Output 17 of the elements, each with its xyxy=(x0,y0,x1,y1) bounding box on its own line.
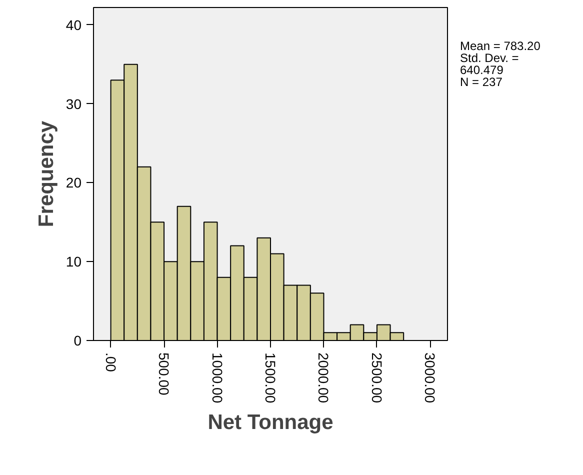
x-tick-label: 500.00 xyxy=(156,352,172,396)
x-tick-label: 2500.00 xyxy=(368,352,385,404)
y-tick-label: 40 xyxy=(66,16,82,33)
y-tick-label: 10 xyxy=(66,254,82,270)
text: Mean = 783.20 xyxy=(460,39,540,53)
x-axis-title: Net Tonnage xyxy=(208,411,334,434)
x-tick-label: 2000.00 xyxy=(316,352,332,404)
x-tick-label: 1000.00 xyxy=(209,352,226,404)
text: Std. Dev. = 640.479 xyxy=(460,51,519,77)
y-tick-label: 30 xyxy=(66,96,82,112)
y-tick-label: 0 xyxy=(74,332,82,348)
x-tick-label: 3000.00 xyxy=(422,352,438,404)
x-tick-label: 1500.00 xyxy=(262,352,278,404)
y-axis-title: Frequency xyxy=(34,120,58,228)
text: N = 237 xyxy=(460,75,502,89)
y-tick-label: 20 xyxy=(66,174,82,191)
x-tick-label: .00 xyxy=(102,352,119,372)
